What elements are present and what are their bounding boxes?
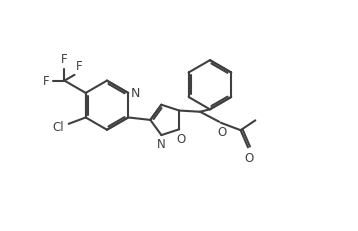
Text: O: O xyxy=(217,125,226,138)
Text: Cl: Cl xyxy=(53,120,64,133)
Text: O: O xyxy=(244,152,253,164)
Text: F: F xyxy=(61,53,68,66)
Text: N: N xyxy=(131,87,140,100)
Text: F: F xyxy=(76,60,83,73)
Text: O: O xyxy=(176,132,185,145)
Text: N: N xyxy=(157,138,166,151)
Text: F: F xyxy=(43,75,49,88)
